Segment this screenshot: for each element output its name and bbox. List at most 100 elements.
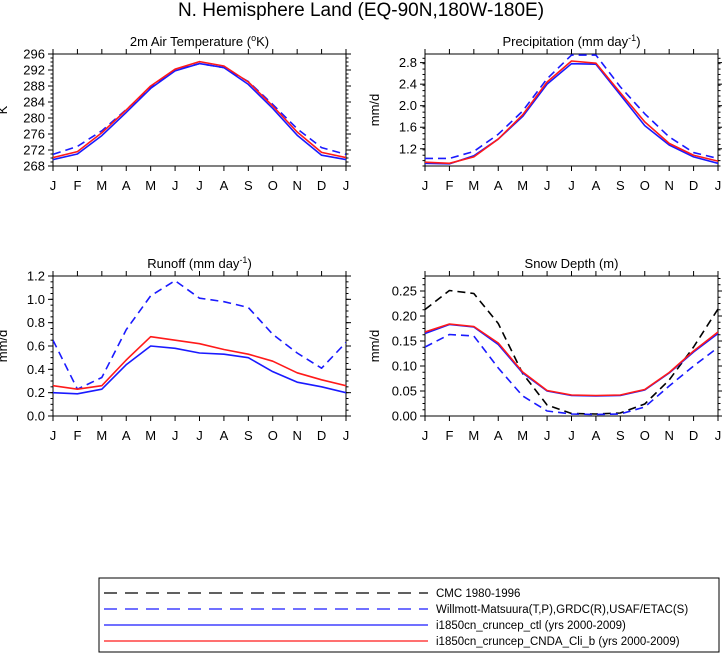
x-tick-label: J (544, 428, 551, 443)
series-line-runoff-2 (53, 335, 346, 390)
y-tick-label: 0.25 (392, 284, 417, 299)
x-tick-label: F (445, 178, 453, 193)
x-tick-label: M (468, 428, 479, 443)
panel-precipitation: Precipitation (mm day-1) mm/d 1.2 1.6 2.0 2.4… (367, 33, 722, 193)
y-tick-label: 280 (23, 111, 45, 126)
series-line-snow-depth-3 (425, 323, 718, 397)
x-tick-label: F (73, 428, 81, 443)
x-tick-label: A (592, 428, 601, 443)
panel-air-temperature: 2m Air Temperature (oK)K2682722762802842… (0, 33, 351, 193)
x-tick-label: M (145, 178, 156, 193)
x-tick-label: A (122, 178, 131, 193)
x-tick-label: M (517, 178, 528, 193)
x-tick-label: J (568, 428, 575, 443)
x-tick-label: M (96, 428, 107, 443)
x-tick-label: J (343, 428, 350, 443)
series-line-air-temperature-2 (53, 60, 346, 159)
series-line-air-temperature-0 (53, 62, 346, 156)
x-tick-label: A (592, 178, 601, 193)
series-line-air-temperature-1 (53, 62, 346, 161)
x-tick-label: A (494, 428, 503, 443)
y-axis-label: mm/d (367, 94, 382, 127)
y-tick-label: 0.2 (27, 385, 45, 400)
x-tick-label: J (544, 178, 551, 193)
y-tick-label: 1.6 (399, 120, 417, 135)
series-line-precipitation-0 (425, 54, 718, 160)
y-tick-label: 1.2 (399, 141, 417, 156)
y-tick-label: 288 (23, 79, 45, 94)
y-tick-label: 0.0 (27, 409, 45, 424)
plot-frame (424, 53, 719, 167)
x-tick-label: S (616, 428, 625, 443)
x-tick-label: D (317, 178, 326, 193)
legend-label: Willmott-Matsuura(T,P),GRDC(R),USAF/ETAC… (436, 604, 688, 616)
panel-title: Snow Depth (m) (525, 256, 619, 271)
x-tick-label: S (616, 178, 625, 193)
legend-label: CMC 1980-1996 (436, 588, 520, 600)
y-tick-label: 1.0 (27, 292, 45, 307)
x-tick-label: O (268, 178, 278, 193)
legend: CMC 1980-1996 Willmott-Matsuura(T,P),GRDC… (98, 577, 720, 653)
x-tick-label: J (343, 178, 350, 193)
x-tick-label: J (715, 178, 722, 193)
x-tick-label: J (172, 428, 179, 443)
x-tick-label: A (220, 428, 229, 443)
x-tick-label: A (494, 178, 503, 193)
x-tick-label: M (517, 428, 528, 443)
y-tick-label: 0.6 (27, 339, 45, 354)
x-tick-label: D (689, 428, 698, 443)
x-tick-label: D (689, 178, 698, 193)
x-tick-label: J (196, 178, 203, 193)
x-tick-label: N (292, 178, 301, 193)
y-tick-label: 0.10 (392, 359, 417, 374)
x-tick-label: N (292, 428, 301, 443)
series-line-runoff-1 (53, 345, 346, 395)
y-tick-label: 0.4 (27, 362, 45, 377)
series-line-precipitation-1 (425, 62, 718, 165)
panel-title: 2m Air Temperature (oK) (130, 33, 269, 49)
x-tick-label: O (268, 428, 278, 443)
y-tick-label: 0.05 (392, 384, 417, 399)
y-tick-label: 1.2 (27, 269, 45, 284)
plot-frame (52, 53, 347, 167)
y-tick-label: 2.0 (399, 98, 417, 113)
y-tick-label: 0.15 (392, 334, 417, 349)
figure-title: N. Hemisphere Land (EQ-90N,180W-180E) (178, 0, 544, 21)
x-tick-label: J (568, 178, 575, 193)
y-tick-label: 268 (23, 159, 45, 174)
x-tick-label: S (244, 428, 253, 443)
y-tick-label: 0.00 (392, 409, 417, 424)
legend-label: i1850cn_cruncep_ctl (yrs 2000-2009) (436, 620, 626, 632)
x-tick-label: A (220, 178, 229, 193)
plot-frame (52, 275, 347, 417)
y-tick-label: 2.4 (399, 77, 417, 92)
x-tick-label: S (244, 178, 253, 193)
y-tick-label: 2.8 (399, 55, 417, 70)
panel-title: Runoff (mm day-1) (147, 255, 252, 271)
y-tick-label: 0.8 (27, 315, 45, 330)
x-tick-label: J (50, 428, 57, 443)
x-tick-label: J (196, 428, 203, 443)
x-tick-label: A (122, 428, 131, 443)
legend-label: i1850cn_cruncep_CNDA_Cli_b (yrs 2000-200… (436, 636, 680, 648)
x-tick-label: N (664, 428, 673, 443)
panel-title: Precipitation (mm day-1) (502, 33, 640, 49)
x-tick-label: M (145, 428, 156, 443)
y-axis-label: mm/d (367, 330, 382, 363)
panel-runoff: Runoff (mm day-1) mm/d 0.0 0.2 0.4 0.6 0.8 1.0 1… (0, 255, 351, 443)
y-axis-label: K (0, 105, 10, 114)
x-tick-label: J (422, 178, 429, 193)
y-tick-label: 0.20 (392, 309, 417, 324)
y-tick-label: 296 (23, 47, 45, 62)
x-tick-label: J (50, 178, 57, 193)
x-tick-label: J (422, 428, 429, 443)
x-tick-label: O (640, 178, 650, 193)
x-tick-label: M (96, 178, 107, 193)
x-tick-label: O (640, 428, 650, 443)
legend-frame (98, 577, 720, 653)
x-tick-label: J (172, 178, 179, 193)
series-line-runoff-0 (53, 279, 346, 390)
x-tick-label: J (715, 428, 722, 443)
y-tick-label: 276 (23, 127, 45, 142)
panel-snow-depth: Snow Depth (m) mm/d 0.00 0.05 0.10 0.15 0.20 0.… (367, 256, 722, 443)
